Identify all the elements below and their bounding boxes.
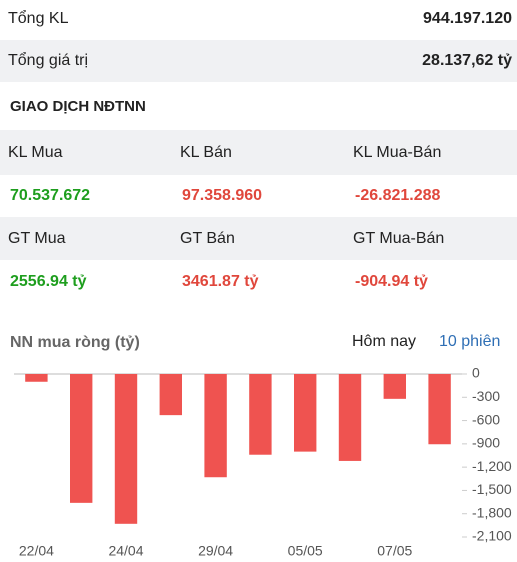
bar	[159, 374, 182, 416]
x-tick-label: 29/04	[198, 543, 233, 559]
tab[interactable]: Hôm nay	[352, 333, 416, 350]
stat-label: KL Bán	[180, 144, 232, 161]
stat-value: -26.821.288	[355, 187, 441, 204]
tab[interactable]: 10 phiên	[439, 333, 500, 350]
row-bg	[0, 40, 517, 82]
stat-label: GT Mua-Bán	[353, 230, 444, 247]
bar	[428, 374, 451, 445]
chart-title: NN mua ròng (tỷ)	[10, 334, 140, 351]
bar	[338, 374, 362, 461]
x-tick-label: 05/05	[288, 543, 323, 559]
x-tick-label: 07/05	[377, 543, 412, 559]
bar	[383, 374, 406, 399]
row-bg	[0, 217, 517, 260]
bar	[294, 374, 317, 452]
bar	[70, 374, 93, 503]
stat-label: GT Mua	[8, 230, 66, 247]
stat-value: 97.358.960	[182, 187, 262, 204]
summary-label: Tổng KL	[8, 9, 69, 27]
stat-value: -904.94 tỷ	[355, 273, 428, 290]
section-title: GIAO DỊCH NĐTNN	[10, 98, 146, 115]
bar	[249, 374, 272, 455]
row-bg	[0, 130, 517, 175]
stat-label: KL Mua	[8, 144, 63, 161]
stat-label: KL Mua-Bán	[353, 144, 441, 161]
y-tick-label: -900	[472, 435, 500, 451]
summary-label: Tổng giá trị	[8, 51, 88, 69]
bar	[204, 374, 227, 478]
y-tick-label: 0	[472, 365, 480, 381]
y-tick-label: -1,500	[472, 481, 512, 497]
stat-value: 3461.87 tỷ	[182, 273, 259, 290]
y-tick-label: -1,800	[472, 504, 512, 520]
x-tick-label: 24/04	[108, 543, 143, 559]
y-tick-label: -1,200	[472, 458, 512, 474]
y-tick-label: -2,100	[472, 528, 512, 544]
stat-label: GT Bán	[180, 230, 235, 247]
stat-value: 2556.94 tỷ	[10, 273, 87, 290]
x-tick-label: 22/04	[19, 543, 54, 559]
summary-value: 28.137,62 tỷ	[422, 52, 512, 69]
y-tick-label: -600	[472, 411, 500, 427]
y-tick-label: -300	[472, 388, 500, 404]
stat-value: 70.537.672	[10, 187, 90, 204]
summary-value: 944.197.120	[423, 10, 512, 27]
bar	[114, 374, 138, 524]
bar	[25, 374, 48, 382]
